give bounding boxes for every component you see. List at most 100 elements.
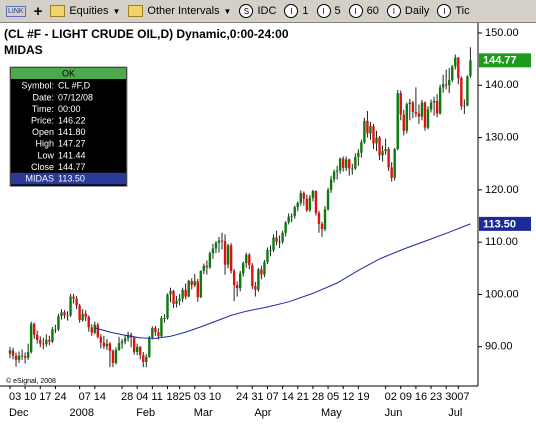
toolbar: LINK + Equities ▼ Other Intervals ▼ S IDC I 1 I 5… [0,0,536,23]
candle-body [314,190,318,213]
x-tick-label: 23 [430,391,442,403]
y-tick-label: 120.00 [485,184,519,196]
candle-body [290,216,293,217]
price-marker [479,53,531,68]
candle-body [469,60,472,76]
candle-body [284,222,287,233]
data-window-value: 113.50 [58,173,85,183]
button-label: 60 [366,5,379,17]
candle-body [57,315,60,330]
candle-body [435,100,439,114]
toolbar-button[interactable]: I Tic [437,4,470,18]
candle-body [48,339,51,342]
candle-body [29,323,33,353]
dropdown-arrow: ▼ [223,6,232,16]
candle-body [111,350,115,363]
candle-body [460,77,463,107]
candle-body [220,240,224,242]
candle-body [408,102,412,105]
candle-body [51,329,54,342]
button-icon: S [239,4,254,18]
candle-body [196,281,199,298]
candle-body [17,355,21,360]
candle-body [323,209,327,230]
candle-body [157,332,160,337]
toolbar-button[interactable]: I 60 [348,4,379,18]
candle-body [132,337,136,353]
x-tick-label: 25 [179,391,191,403]
x-tick-label: 24 [54,391,66,403]
candle-body [269,250,272,251]
copyright: © eSignal, 2008 [6,377,56,385]
candle-body [426,109,430,128]
x-tick-label: 11 [151,391,162,403]
candle-body [432,100,436,103]
candle-body [417,113,421,117]
data-window-value: CL #F,D [58,81,91,91]
x-month-label: Dec [9,407,29,419]
x-tick-label: 14 [94,391,106,403]
candle-body [320,223,324,230]
candle-body [293,207,296,217]
candle-body [260,269,263,275]
x-month-label: 2008 [70,407,94,419]
candle-body [229,245,233,271]
candle-body [54,329,57,331]
toolbar-button[interactable]: I Daily [386,4,430,18]
candle-body [302,193,306,199]
x-tick-label: 07 [457,391,469,403]
candle-body [311,190,315,198]
price-marker-label: 113.50 [483,218,516,230]
candle-body [63,312,66,316]
candle-body [20,355,24,357]
toolbar-button[interactable]: S IDC [239,4,276,18]
x-tick-label: 19 [357,391,369,403]
add-button[interactable]: + [33,2,43,20]
candle-body [117,343,121,350]
candle-body [451,66,454,81]
candle-body [105,343,109,347]
toolbar-button[interactable]: Other Intervals ▼ [128,5,231,17]
candle-body [305,198,309,211]
candle-body [166,294,169,319]
candle-body [14,355,18,360]
candle-body [235,285,239,289]
candle-body [420,102,424,117]
candle-body [66,315,69,317]
candle-body [69,296,72,316]
candle-body [405,104,409,131]
candle-body [372,126,375,144]
candle-body [466,76,469,106]
candle-body [381,151,384,156]
candle-body [329,179,333,190]
button-label: Daily [404,5,430,17]
candle-body [60,312,63,316]
link-button[interactable]: LINK [6,5,26,17]
candle-body [287,216,290,223]
candle-body [169,290,172,295]
data-window-label: Date: [32,92,54,102]
candle-body [411,102,415,112]
candle-body [202,265,206,271]
candle-body [242,263,245,274]
candle-body [384,149,387,152]
x-tick-label: 16 [415,391,427,403]
candle-body [272,237,275,251]
candle-body [238,273,242,289]
candle-body [148,337,151,357]
candle-body [151,327,154,338]
candle-body [217,240,221,243]
candle-body [184,289,187,297]
data-window-value: 147.27 [58,139,86,149]
candle-body [457,57,460,78]
x-tick-label: 14 [282,391,294,403]
candle-body [281,232,284,242]
data-window-header [11,68,126,79]
candle-body [326,189,330,210]
toolbar-button[interactable]: Equities ▼ [50,5,120,17]
candle-body [108,343,112,351]
